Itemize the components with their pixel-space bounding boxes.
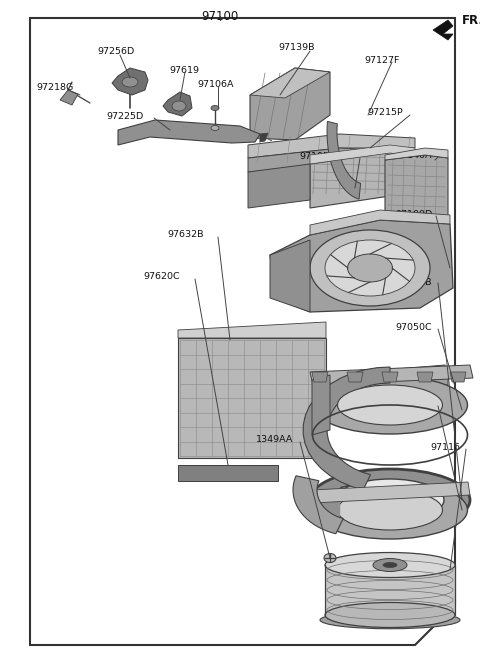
- Text: 97109D: 97109D: [395, 210, 432, 219]
- Polygon shape: [327, 122, 360, 199]
- Ellipse shape: [122, 77, 138, 87]
- Bar: [178, 338, 326, 458]
- Ellipse shape: [337, 385, 443, 425]
- Ellipse shape: [320, 611, 460, 629]
- Text: 97105C: 97105C: [299, 152, 336, 161]
- Polygon shape: [347, 372, 363, 382]
- Text: 97050C: 97050C: [395, 323, 432, 332]
- Text: 97106A: 97106A: [197, 80, 233, 89]
- Polygon shape: [312, 372, 328, 382]
- Text: 97632B: 97632B: [167, 230, 204, 239]
- Text: 97256D: 97256D: [97, 47, 134, 56]
- Polygon shape: [248, 134, 415, 158]
- Ellipse shape: [310, 230, 430, 306]
- Polygon shape: [270, 240, 310, 312]
- Polygon shape: [163, 92, 192, 116]
- Text: 97100: 97100: [202, 10, 239, 23]
- Ellipse shape: [172, 101, 186, 111]
- Polygon shape: [248, 148, 415, 172]
- Bar: [178, 465, 278, 481]
- Text: 97109C: 97109C: [395, 400, 432, 409]
- Polygon shape: [310, 365, 473, 385]
- Text: 97619: 97619: [169, 66, 199, 75]
- Polygon shape: [260, 133, 268, 142]
- Polygon shape: [433, 20, 453, 40]
- Polygon shape: [270, 220, 453, 312]
- Polygon shape: [316, 484, 340, 516]
- Text: 31051B: 31051B: [395, 278, 432, 287]
- Ellipse shape: [383, 562, 397, 568]
- Polygon shape: [30, 18, 455, 645]
- Text: 97215P: 97215P: [367, 108, 403, 117]
- Text: 97620C: 97620C: [143, 272, 180, 281]
- Text: 97225D: 97225D: [106, 112, 143, 121]
- Ellipse shape: [325, 240, 415, 296]
- Ellipse shape: [325, 602, 455, 627]
- Polygon shape: [118, 120, 260, 145]
- Polygon shape: [60, 90, 78, 105]
- Polygon shape: [310, 210, 450, 235]
- Polygon shape: [310, 145, 415, 164]
- Text: 97140A: 97140A: [395, 151, 432, 160]
- Text: 97218G: 97218G: [36, 83, 73, 92]
- Polygon shape: [112, 68, 148, 95]
- Polygon shape: [293, 476, 343, 533]
- Polygon shape: [326, 365, 448, 395]
- Ellipse shape: [325, 553, 455, 578]
- Ellipse shape: [348, 254, 393, 282]
- Text: 1349AA: 1349AA: [256, 435, 293, 444]
- Ellipse shape: [211, 106, 219, 110]
- Polygon shape: [417, 372, 433, 382]
- Polygon shape: [310, 152, 415, 208]
- Text: 97139B: 97139B: [278, 43, 314, 52]
- Text: 97127F: 97127F: [364, 56, 399, 65]
- Text: 97116: 97116: [430, 443, 460, 452]
- Polygon shape: [385, 148, 448, 160]
- Polygon shape: [303, 367, 390, 490]
- Ellipse shape: [310, 469, 470, 531]
- Polygon shape: [250, 68, 330, 98]
- Polygon shape: [450, 372, 466, 382]
- Ellipse shape: [312, 481, 468, 539]
- Polygon shape: [385, 155, 448, 230]
- Bar: [325, 565, 455, 615]
- Text: FR.: FR.: [462, 14, 480, 27]
- Polygon shape: [312, 482, 470, 503]
- Ellipse shape: [211, 125, 219, 131]
- Polygon shape: [382, 372, 398, 382]
- Ellipse shape: [373, 558, 407, 572]
- Ellipse shape: [312, 376, 468, 434]
- Ellipse shape: [337, 490, 443, 530]
- Polygon shape: [178, 322, 326, 338]
- Polygon shape: [250, 68, 330, 140]
- Polygon shape: [312, 375, 330, 435]
- Polygon shape: [248, 164, 310, 208]
- Ellipse shape: [324, 553, 336, 562]
- Ellipse shape: [336, 479, 444, 521]
